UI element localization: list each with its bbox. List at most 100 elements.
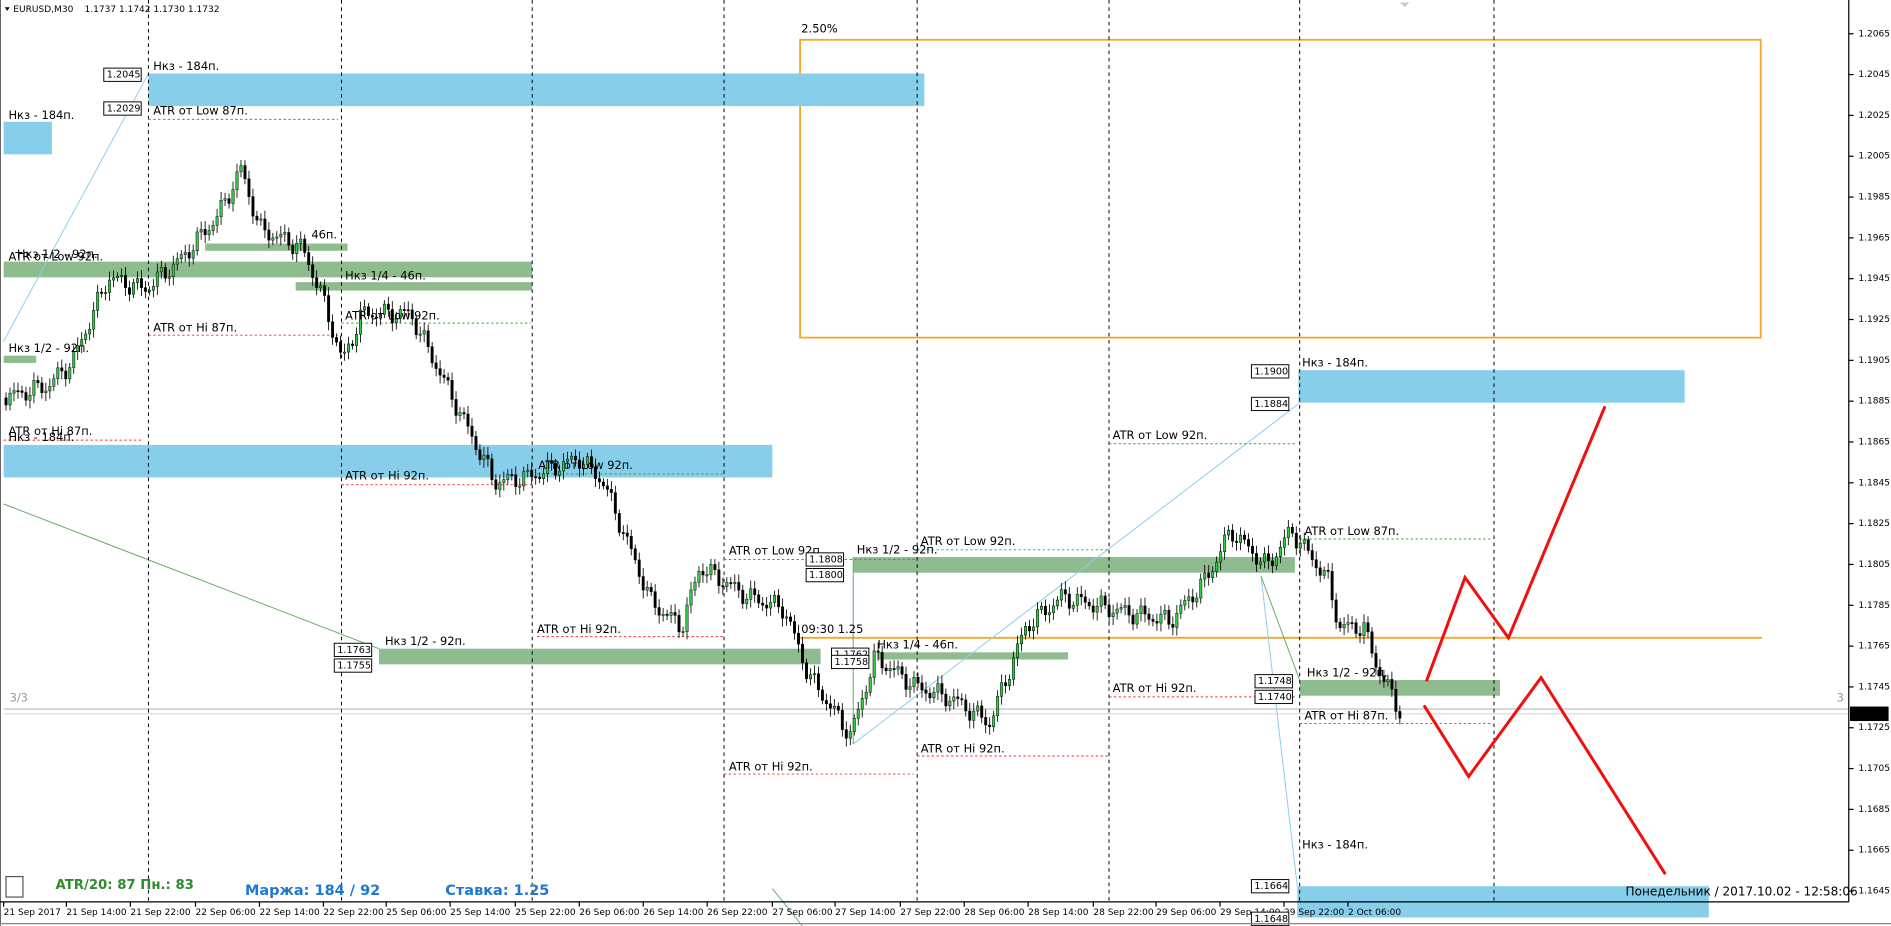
time-label: 27 Sep 06:00	[772, 908, 833, 918]
zone-label: Нкз 1/2 - 92п.	[385, 634, 466, 648]
time-label: 27 Sep 22:00	[900, 908, 961, 918]
candle-body	[474, 436, 478, 450]
candle-body	[1147, 613, 1151, 620]
candle-body	[394, 318, 398, 324]
zone-label: ATR от Low 92п.	[8, 249, 103, 263]
price-box-label: 1.1884	[1254, 399, 1288, 410]
price-label: 1.1885	[1858, 397, 1890, 407]
candle-body	[494, 479, 498, 490]
candle-body	[402, 309, 406, 311]
price-label: 1.1685	[1858, 805, 1890, 815]
price-box	[333, 658, 373, 673]
zone-label: Нкз 1/2 - 92п.	[857, 542, 938, 556]
candle-body	[1167, 610, 1171, 625]
candle-body	[1298, 543, 1302, 549]
candle-body	[287, 232, 291, 246]
candle-body	[223, 198, 227, 201]
candle-body	[398, 309, 402, 319]
candle-body	[60, 367, 64, 372]
candle-body	[374, 316, 378, 319]
candle-body	[1059, 589, 1063, 601]
candle-body	[8, 392, 12, 406]
candle-body	[1175, 613, 1179, 628]
candle-body	[422, 330, 426, 335]
candle-body	[872, 650, 876, 678]
candle-body	[426, 330, 430, 347]
candle-body	[836, 705, 840, 711]
candle-body	[657, 607, 661, 616]
candle-body	[1255, 553, 1258, 565]
candle-body	[64, 370, 68, 380]
candle-body	[1131, 614, 1135, 625]
candle-body	[801, 643, 804, 664]
candle-body	[370, 315, 374, 318]
zone-green	[295, 282, 533, 291]
candle-body	[1171, 624, 1175, 628]
candle-body	[1139, 605, 1143, 614]
candle-body	[1274, 556, 1278, 566]
candle-body	[1020, 634, 1023, 645]
zone-green	[877, 652, 1068, 660]
candle-body	[48, 386, 52, 392]
candle-body	[570, 455, 573, 460]
candle-body	[1000, 682, 1004, 697]
candle-body	[382, 303, 386, 315]
candle-body	[1370, 631, 1374, 654]
candle-body	[386, 303, 390, 310]
menu-arrow[interactable]	[4, 7, 10, 11]
candle-body	[351, 343, 354, 346]
candle-body	[219, 200, 223, 217]
candle-body	[414, 318, 418, 336]
candle-body	[1262, 553, 1266, 563]
zone-label: ATR от Hi 92п.	[537, 622, 621, 636]
candle-body	[996, 696, 1000, 717]
candle-body	[1143, 605, 1147, 615]
time-label: 26 Sep 14:00	[643, 908, 704, 918]
candle-body	[327, 295, 331, 323]
forecast-up	[1424, 405, 1607, 682]
candle-body	[737, 582, 741, 591]
candle-body	[147, 289, 151, 292]
candle-body	[601, 481, 605, 487]
candle-body	[199, 229, 203, 233]
candle-body	[116, 275, 119, 279]
labels: EURUSD,M30 1.1737 1.1742 1.1730 1.1732 1.2…	[3, 5, 1890, 926]
candle-body	[510, 474, 514, 476]
candle-body	[163, 267, 167, 279]
price-label: 1.1785	[1858, 601, 1890, 611]
candle-body	[629, 536, 633, 549]
zone-label: ATR от Low 92п.	[921, 534, 1016, 548]
candle-body	[343, 351, 346, 354]
price-label: 1.1945	[1858, 274, 1890, 284]
candle-body	[506, 474, 510, 480]
time-label: 28 Sep 22:00	[1093, 908, 1154, 918]
candle-body	[1338, 621, 1342, 629]
candle-body	[852, 718, 856, 732]
price-box	[1250, 911, 1290, 926]
candle-body	[761, 602, 765, 606]
candle-body	[832, 705, 836, 709]
zone-label: ATR от Hi 92п.	[345, 469, 429, 483]
candle-body	[84, 333, 88, 340]
price-label: 1.1645	[1858, 887, 1890, 897]
time-label: 26 Sep 06:00	[579, 908, 640, 918]
candle-body	[1386, 679, 1390, 682]
candle-body	[1203, 572, 1207, 580]
zone-label: Нкз 1/4 - 46п.	[877, 638, 958, 652]
candle-body	[279, 233, 283, 238]
zone-green	[1299, 680, 1501, 696]
candle-body	[231, 189, 235, 204]
time-label: 21 Sep 22:00	[130, 908, 191, 918]
help-button[interactable]	[5, 875, 24, 898]
candle-body	[307, 252, 311, 265]
candle-body	[295, 243, 299, 255]
rate-info: Ставка: 1.25	[445, 883, 549, 899]
price-box-label: 1.1800	[809, 570, 843, 581]
candle-body	[319, 285, 323, 288]
candle-body	[597, 478, 601, 483]
candle-body	[450, 380, 454, 400]
zone-label: Нкз - 184п.	[8, 430, 74, 444]
candle-body	[36, 380, 40, 384]
candle-body	[1342, 624, 1346, 629]
candle-body	[1294, 532, 1298, 549]
